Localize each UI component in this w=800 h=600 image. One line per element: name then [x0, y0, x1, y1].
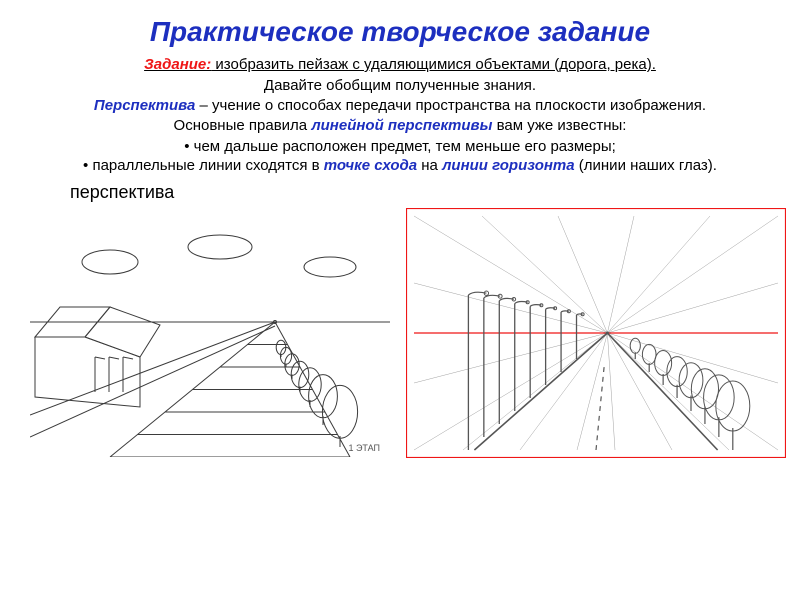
rules-line: Основные правила линейной перспективы ва…	[30, 117, 770, 134]
task-text: изобразить пейзаж с удаляющимися объекта…	[211, 56, 656, 73]
stage-caption: 1 ЭТАП	[30, 443, 380, 453]
perspective-sketch-icon	[30, 207, 390, 457]
bullet-2: параллельные линии сходятся в точке сход…	[30, 157, 770, 174]
road-perspective-icon	[406, 208, 786, 458]
left-illustration: перспектива 1 ЭТАП	[30, 182, 390, 453]
right-illustration	[406, 182, 786, 458]
perspective-text: – учение о способах передачи пространств…	[195, 97, 706, 114]
perspective-line: Перспектива – учение о способах передачи…	[30, 97, 770, 114]
bullet-2-term-2: линии горизонта	[442, 157, 575, 174]
bullet-2-term-1: точке схода	[324, 157, 417, 174]
rules-term: линейной перспективы	[311, 117, 492, 134]
perspective-label: Перспектива	[94, 97, 195, 114]
page-title: Практическое творческое задание	[30, 16, 770, 48]
left-label: перспектива	[70, 182, 390, 203]
rules-post: вам уже известны:	[492, 117, 626, 134]
bullet-1: чем дальше расположен предмет, тем меньш…	[30, 138, 770, 155]
task-line: Задание: изобразить пейзаж с удаляющимис…	[30, 56, 770, 73]
bullet-list: чем дальше расположен предмет, тем меньш…	[30, 138, 770, 174]
summary-line: Давайте обобщим полученные знания.	[30, 77, 770, 94]
task-label: Задание:	[144, 56, 211, 73]
rules-pre: Основные правила	[174, 117, 312, 134]
